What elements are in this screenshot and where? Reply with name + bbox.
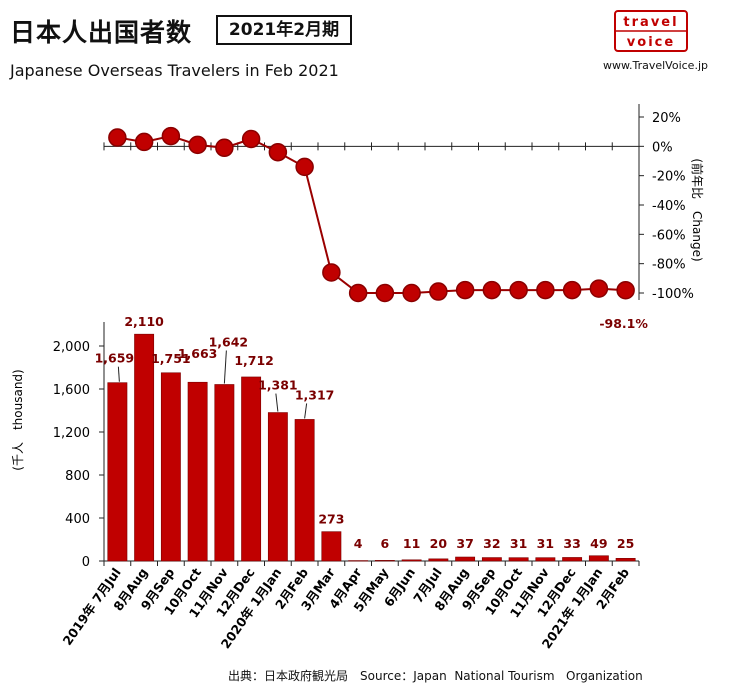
traveler-bar — [455, 556, 476, 562]
bar-data-label: 31 — [537, 536, 554, 551]
change-point — [188, 135, 207, 155]
bar-label-leader — [304, 403, 308, 419]
traveler-bar — [348, 560, 369, 562]
traveler-bar — [401, 559, 422, 562]
line-y-tick-label: 0% — [652, 140, 673, 155]
travelvoice-logo[interactable]: travel voice — [614, 10, 688, 52]
line-y-tick-label: -60% — [652, 228, 686, 243]
bar-label-leader — [117, 366, 120, 382]
line-y-tick-label: -40% — [652, 199, 686, 214]
bar-label-leader — [275, 393, 279, 412]
traveler-bar — [428, 558, 449, 562]
traveler-bar — [134, 333, 155, 562]
logo-line1: travel — [623, 15, 678, 30]
bar-data-label: 1,381 — [258, 378, 298, 393]
change-point — [134, 132, 154, 152]
change-point — [375, 283, 395, 303]
change-point — [509, 280, 528, 300]
bar-y-axis-label: (千人 thousand) — [11, 369, 25, 470]
traveler-bar — [615, 558, 636, 562]
logo-url[interactable]: www.TravelVoice.jp — [603, 59, 708, 72]
bar-data-label: 25 — [617, 536, 634, 551]
traveler-bar — [294, 419, 315, 562]
source-note: 出典：日本政府観光局 Source：Japan National Tourism… — [228, 669, 643, 683]
bar-y-tick-label: 2,000 — [53, 340, 90, 355]
bar-data-label: 6 — [381, 536, 390, 551]
page-subtitle: Japanese Overseas Travelers in Feb 2021 — [10, 61, 339, 80]
svg-text:(千人 thousand): (千人 thousand) — [11, 369, 25, 470]
change-point — [241, 129, 261, 149]
traveler-bar — [241, 376, 262, 562]
change-point — [108, 128, 127, 147]
bar-data-label: 32 — [483, 536, 500, 551]
bar-data-label: 1,712 — [234, 353, 274, 368]
bar-data-label: 1,751 — [151, 351, 191, 366]
traveler-bar — [214, 384, 235, 562]
change-annotation: -98.1% — [599, 316, 648, 331]
page-title: 日本人出国者数 — [10, 18, 193, 47]
traveler-bar — [160, 372, 181, 562]
traveler-bar — [374, 560, 395, 562]
traveler-bar — [321, 531, 342, 562]
bar-data-label: 11 — [403, 536, 420, 551]
traveler-bar — [107, 382, 128, 562]
bar-y-tick-label: 800 — [65, 469, 90, 484]
traveler-bar — [508, 557, 529, 562]
change-point — [562, 280, 582, 300]
change-point — [161, 126, 181, 146]
change-point — [455, 280, 475, 300]
line-y-tick-label: 20% — [652, 111, 681, 126]
change-point — [322, 263, 341, 282]
bar-y-tick-label: 400 — [65, 512, 90, 527]
bar-data-label: 37 — [456, 536, 473, 551]
change-point — [429, 282, 448, 301]
bar-data-label: 1,663 — [178, 346, 218, 361]
traveler-bar — [267, 412, 288, 562]
bar-data-label: 2,110 — [124, 314, 164, 329]
bar-label-leader — [223, 350, 227, 384]
change-point — [348, 283, 368, 303]
line-y-tick-label: -20% — [652, 170, 686, 185]
change-point — [402, 283, 421, 303]
change-series-line — [117, 135, 626, 294]
traveler-bar — [187, 381, 208, 562]
traveler-bar — [588, 555, 609, 562]
change-point — [268, 142, 288, 162]
change-point — [295, 157, 314, 177]
change-point — [589, 279, 609, 298]
bar-data-label: 33 — [563, 536, 580, 551]
bar-data-label: 31 — [510, 536, 527, 551]
change-point — [536, 280, 555, 300]
bar-data-label: 1,642 — [209, 334, 249, 349]
line-y-tick-label: -80% — [652, 258, 686, 273]
change-point — [616, 280, 635, 300]
change-point — [482, 280, 502, 300]
line-y-tick-label: -100% — [652, 287, 694, 302]
traveler-bar — [481, 557, 502, 562]
svg-text:(前年比 Change): (前年比 Change) — [690, 158, 705, 261]
logo-line2: voice — [627, 35, 675, 50]
bar-y-tick-label: 1,200 — [53, 426, 90, 441]
bar-y-tick-label: 0 — [82, 555, 90, 570]
bar-data-label: 4 — [354, 536, 363, 551]
bar-data-label: 20 — [430, 536, 448, 551]
bar-data-label: 1,659 — [95, 351, 135, 366]
bar-data-label: 273 — [318, 512, 344, 527]
bar-data-label: 1,317 — [295, 387, 335, 402]
bar-data-label: 49 — [590, 536, 607, 551]
period-badge: 2021年2月期 — [216, 15, 352, 45]
bar-y-tick-label: 1,600 — [53, 383, 90, 398]
traveler-bar — [562, 557, 583, 562]
change-point — [215, 138, 234, 158]
traveler-bar — [535, 557, 556, 562]
line-y-axis-label: (前年比 Change) — [690, 158, 705, 261]
